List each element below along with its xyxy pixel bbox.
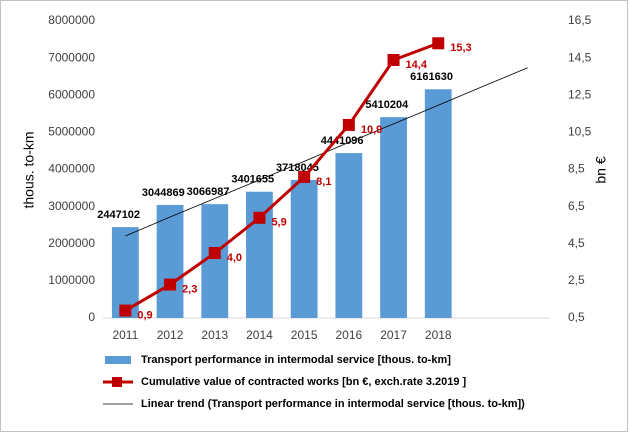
line-marker [253,211,266,224]
bar [424,89,452,319]
x-tick-label: 2017 [380,328,407,342]
legend-label: Transport performance in intermodal serv… [141,354,451,366]
x-tick-label: 2012 [157,328,184,342]
y-tick-label: 1000000 [48,273,95,287]
x-tick-label: 2016 [335,328,362,342]
line-value-label: 10,9 [361,124,382,136]
line-value-label: 8,1 [316,176,331,188]
line-value-label: 4,0 [227,252,242,264]
bar [290,179,318,318]
y2-tick-label: 0,5 [568,310,585,324]
line-value-label: 15,3 [450,42,471,54]
x-tick-label: 2011 [112,328,138,342]
y2-axis-title: bn € [593,156,609,183]
bar [380,117,407,318]
y-tick-label: 2000000 [48,236,95,250]
legend-label: Cumulative value of contracted works [bn… [141,376,467,388]
y2-tick-label: 2,5 [568,273,585,287]
y-tick-label: 7000000 [48,50,95,64]
y-tick-label: 5000000 [48,125,95,139]
y2-tick-label: 6,5 [568,199,585,213]
y-tick-label: 4000000 [48,162,95,176]
x-tick-label: 2015 [291,328,318,342]
x-tick-label: 2018 [425,328,452,342]
y2-tick-label: 10,5 [568,125,592,139]
line-marker [119,304,132,317]
y2-tick-label: 14,5 [568,50,592,64]
line-marker [342,118,355,131]
bar-value-label: 3044869 [142,187,185,199]
legend-label: Linear trend (Transport performance in i… [141,398,525,410]
line-value-label: 2,3 [182,283,197,295]
bar-value-label: 3066987 [187,186,230,198]
line-marker [387,53,400,66]
bar [156,204,184,318]
y-axis-title: thous. to-km [21,131,37,208]
y2-tick-label: 12,5 [568,87,592,101]
line-value-label: 5,9 [271,217,286,229]
bar-value-label: 3401655 [231,174,274,186]
y-tick-label: 3000000 [48,199,95,213]
y2-tick-label: 8,5 [568,162,585,176]
line-marker [432,37,445,50]
bar-value-label: 2447102 [97,209,140,221]
line-marker [164,278,177,291]
bar-value-label: 6161630 [410,71,453,83]
bar [111,227,139,318]
y2-tick-label: 16,5 [568,13,592,27]
line [124,41,439,312]
x-tick-label: 2013 [201,328,228,342]
y-tick-label: 6000000 [48,87,95,101]
bar [335,153,363,318]
y-tick-label: 8000000 [48,13,95,27]
y-tick-label: 0 [88,310,95,324]
bar-value-label: 5410204 [365,99,409,111]
line-marker [298,170,311,183]
y2-tick-label: 4,5 [568,236,585,250]
legend-swatch [112,377,122,387]
line-marker [208,247,221,260]
line-value-label: 0,9 [137,309,152,321]
x-tick-label: 2014 [246,328,273,342]
legend-swatch [105,356,131,364]
line-value-label: 14,4 [406,59,428,71]
